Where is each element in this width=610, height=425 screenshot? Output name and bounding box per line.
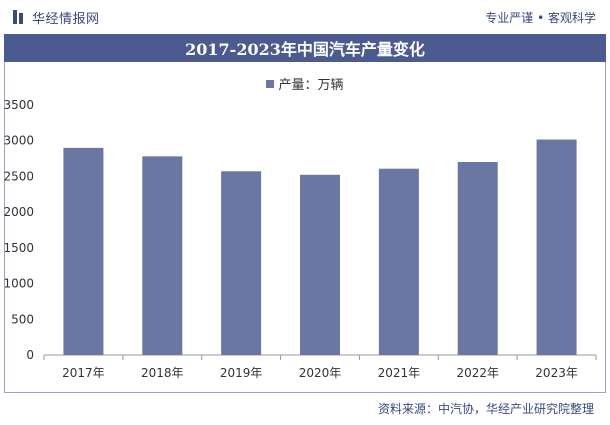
legend-label: 产量：万辆 (278, 78, 344, 93)
bar (63, 147, 104, 355)
y-tick-label: 0 (26, 348, 34, 362)
bar (536, 139, 577, 355)
header: 华经情报网 专业严谨 • 客观科学 (0, 0, 610, 34)
y-tick-label: 1000 (3, 277, 34, 291)
y-tick-label: 2500 (3, 169, 34, 183)
chart-title: 2017-2023年中国汽车产量变化 (185, 40, 425, 59)
x-tick-label: 2022年 (456, 366, 499, 380)
logo: 华经情报网 (12, 8, 100, 27)
y-tick-label: 500 (11, 312, 34, 326)
bar (221, 171, 262, 355)
brand-name: 华经情报网 (32, 11, 100, 27)
bar (142, 156, 183, 355)
brand-logo-icon (13, 10, 23, 24)
right-border (605, 62, 606, 392)
bar (378, 168, 419, 355)
y-tick-label: 2000 (3, 205, 34, 219)
title-bar: 2017-2023年中国汽车产量变化 (4, 34, 606, 62)
x-tick-label: 2023年 (535, 366, 578, 380)
x-tick-label: 2020年 (299, 366, 342, 380)
tagline: 专业严谨 • 客观科学 (485, 11, 596, 25)
y-tick-label: 3500 (3, 98, 34, 112)
y-tick-label: 3000 (3, 134, 34, 148)
bar (300, 174, 340, 355)
x-tick-label: 2018年 (141, 366, 184, 380)
bar (457, 162, 498, 355)
x-tick-label: 2019年 (220, 366, 263, 380)
left-border (4, 62, 5, 392)
legend: 产量：万辆 (0, 74, 610, 93)
legend-swatch (266, 79, 275, 88)
bottom-rule (4, 392, 606, 393)
y-tick-label: 1500 (3, 241, 34, 255)
source-note: 资料来源：中汽协，华经产业研究院整理 (377, 402, 594, 416)
x-tick-label: 2021年 (378, 366, 421, 380)
x-tick-label: 2017年 (62, 366, 105, 380)
